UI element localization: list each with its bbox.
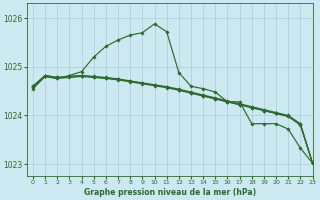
X-axis label: Graphe pression niveau de la mer (hPa): Graphe pression niveau de la mer (hPa) (84, 188, 256, 197)
